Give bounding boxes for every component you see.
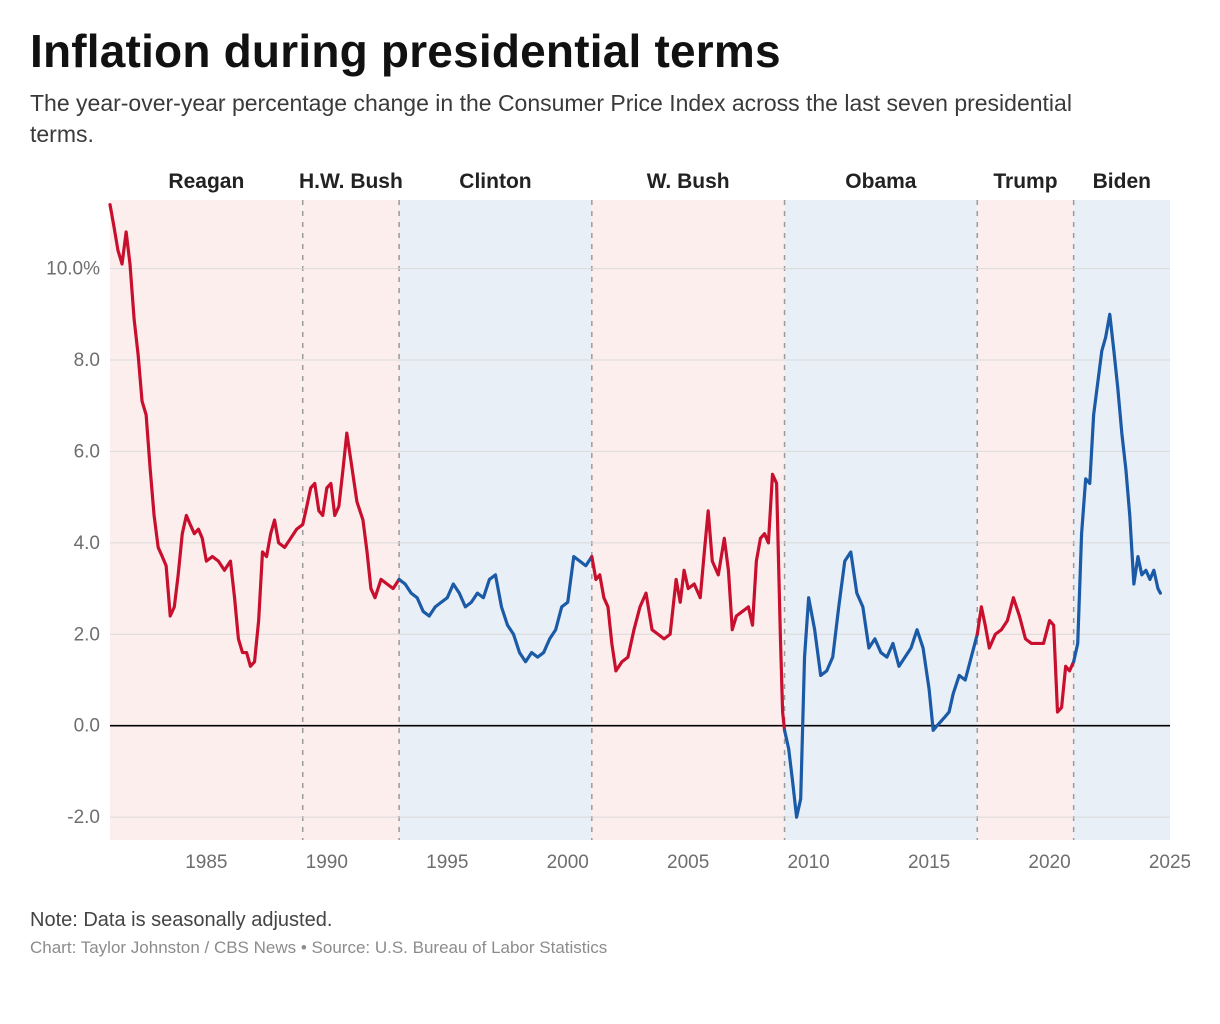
x-tick-label: 1985 bbox=[185, 852, 227, 873]
term-band bbox=[785, 200, 978, 840]
x-tick-label: 1995 bbox=[426, 852, 468, 873]
y-tick-label: 2.0 bbox=[74, 624, 100, 645]
chart-credit: Chart: Taylor Johnston / CBS News • Sour… bbox=[30, 938, 1190, 958]
y-tick-label: 6.0 bbox=[74, 442, 100, 463]
president-label: Obama bbox=[845, 170, 917, 193]
president-label: W. Bush bbox=[647, 170, 730, 193]
chart-title: Inflation during presidential terms bbox=[30, 24, 1190, 78]
term-band bbox=[303, 200, 399, 840]
president-label: Trump bbox=[993, 170, 1057, 193]
y-tick-label: -2.0 bbox=[67, 807, 100, 828]
y-tick-label: 10.0% bbox=[46, 259, 100, 280]
chart-subtitle: The year-over-year percentage change in … bbox=[30, 88, 1080, 150]
president-label: Clinton bbox=[459, 170, 531, 193]
y-tick-label: 4.0 bbox=[74, 533, 100, 554]
term-band bbox=[977, 200, 1073, 840]
x-tick-label: 2000 bbox=[547, 852, 589, 873]
chart-container: Reagan H.W. Bush Clinton W. Bush Obama Trump B… bbox=[30, 160, 1190, 895]
term-band bbox=[399, 200, 592, 840]
x-tick-label: 2015 bbox=[908, 852, 950, 873]
president-label: Reagan bbox=[168, 170, 244, 193]
x-tick-label: 2020 bbox=[1028, 852, 1070, 873]
x-tick-label: 2025 bbox=[1149, 852, 1190, 873]
x-tick-label: 2010 bbox=[787, 852, 829, 873]
president-label: Biden bbox=[1093, 170, 1151, 193]
term-band bbox=[592, 200, 785, 840]
y-tick-label: 8.0 bbox=[74, 350, 100, 371]
x-tick-label: 1990 bbox=[306, 852, 348, 873]
president-label: H.W. Bush bbox=[299, 170, 403, 193]
x-tick-label: 2005 bbox=[667, 852, 709, 873]
chart-note: Note: Data is seasonally adjusted. bbox=[30, 909, 1190, 932]
line-chart: Reagan H.W. Bush Clinton W. Bush Obama Trump B… bbox=[30, 160, 1190, 890]
term-band bbox=[1074, 200, 1170, 840]
y-tick-label: 0.0 bbox=[74, 716, 100, 737]
